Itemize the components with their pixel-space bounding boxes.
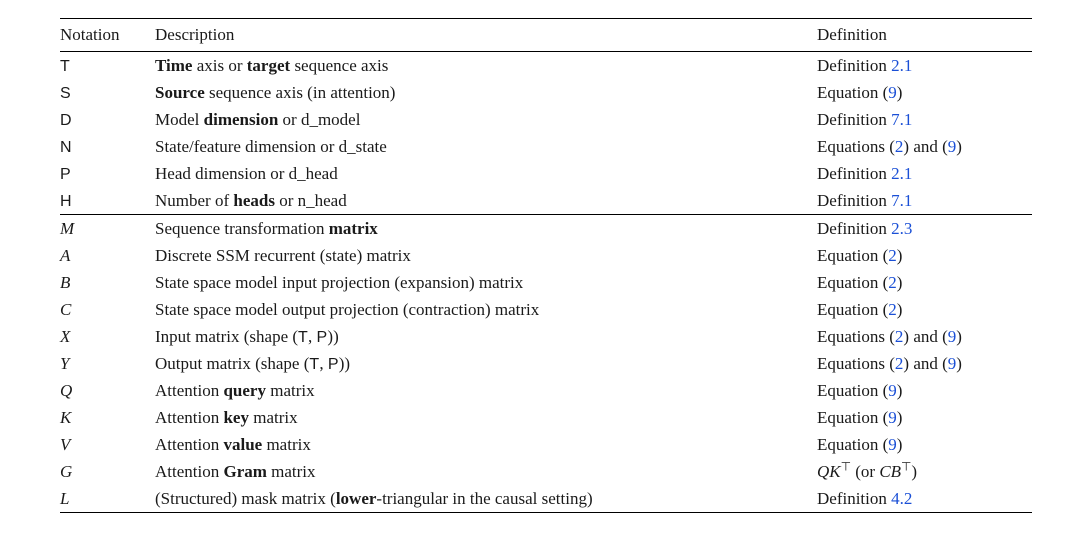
- definition-cell: Equation (2): [817, 296, 1032, 323]
- table-row: L(Structured) mask matrix (lower-triangu…: [60, 485, 1032, 513]
- notation-table: Notation Description Definition TTime ax…: [60, 18, 1032, 513]
- definition-cell: Equation (9): [817, 377, 1032, 404]
- table-row: HNumber of heads or n_headDefinition 7.1: [60, 187, 1032, 215]
- description-cell: Attention query matrix: [155, 377, 817, 404]
- definition-cell: Equations (2) and (9): [817, 350, 1032, 377]
- table-row: XInput matrix (shape (T, P))Equations (2…: [60, 323, 1032, 350]
- definition-cell: Equation (2): [817, 269, 1032, 296]
- header-definition: Definition: [817, 19, 1032, 52]
- notation-cell: P: [60, 160, 155, 187]
- definition-cell: Definition 2.3: [817, 215, 1032, 243]
- table-row: PHead dimension or d_headDefinition 2.1: [60, 160, 1032, 187]
- notation-cell: Q: [60, 377, 155, 404]
- header-description: Description: [155, 19, 817, 52]
- description-cell: State space model input projection (expa…: [155, 269, 817, 296]
- notation-cell: L: [60, 485, 155, 513]
- definition-cell: Equation (9): [817, 79, 1032, 106]
- description-cell: Sequence transformation matrix: [155, 215, 817, 243]
- table-row: NState/feature dimension or d_stateEquat…: [60, 133, 1032, 160]
- description-cell: Head dimension or d_head: [155, 160, 817, 187]
- definition-cell: Definition 2.1: [817, 52, 1032, 80]
- definition-cell: Definition 4.2: [817, 485, 1032, 513]
- notation-cell: N: [60, 133, 155, 160]
- notation-cell: H: [60, 187, 155, 215]
- definition-cell: Equations (2) and (9): [817, 133, 1032, 160]
- description-cell: Number of heads or n_head: [155, 187, 817, 215]
- table-header-row: Notation Description Definition: [60, 19, 1032, 52]
- definition-cell: Equations (2) and (9): [817, 323, 1032, 350]
- notation-cell: G: [60, 458, 155, 485]
- description-cell: State/feature dimension or d_state: [155, 133, 817, 160]
- table-row: YOutput matrix (shape (T, P))Equations (…: [60, 350, 1032, 377]
- table-row: CState space model output projection (co…: [60, 296, 1032, 323]
- notation-cell: M: [60, 215, 155, 243]
- notation-cell: B: [60, 269, 155, 296]
- table-row: DModel dimension or d_modelDefinition 7.…: [60, 106, 1032, 133]
- description-cell: (Structured) mask matrix (lower-triangul…: [155, 485, 817, 513]
- notation-cell: T: [60, 52, 155, 80]
- table-row: VAttention value matrixEquation (9): [60, 431, 1032, 458]
- description-cell: Input matrix (shape (T, P)): [155, 323, 817, 350]
- table-row: TTime axis or target sequence axisDefini…: [60, 52, 1032, 80]
- definition-cell: Equation (9): [817, 404, 1032, 431]
- description-cell: Attention value matrix: [155, 431, 817, 458]
- description-cell: Attention Gram matrix: [155, 458, 817, 485]
- definition-cell: Definition 7.1: [817, 106, 1032, 133]
- table-row: ADiscrete SSM recurrent (state) matrixEq…: [60, 242, 1032, 269]
- definition-cell: Definition 7.1: [817, 187, 1032, 215]
- notation-cell: V: [60, 431, 155, 458]
- notation-cell: S: [60, 79, 155, 106]
- table-row: MSequence transformation matrixDefinitio…: [60, 215, 1032, 243]
- notation-cell: Y: [60, 350, 155, 377]
- definition-cell: Definition 2.1: [817, 160, 1032, 187]
- notation-cell: A: [60, 242, 155, 269]
- description-cell: Output matrix (shape (T, P)): [155, 350, 817, 377]
- definition-cell: QK⊤ (or CB⊤): [817, 458, 1032, 485]
- description-cell: Source sequence axis (in attention): [155, 79, 817, 106]
- definition-cell: Equation (9): [817, 431, 1032, 458]
- notation-cell: K: [60, 404, 155, 431]
- table-row: BState space model input projection (exp…: [60, 269, 1032, 296]
- notation-cell: D: [60, 106, 155, 133]
- header-notation: Notation: [60, 19, 155, 52]
- table-row: QAttention query matrixEquation (9): [60, 377, 1032, 404]
- description-cell: Attention key matrix: [155, 404, 817, 431]
- table-row: KAttention key matrixEquation (9): [60, 404, 1032, 431]
- notation-cell: X: [60, 323, 155, 350]
- description-cell: Time axis or target sequence axis: [155, 52, 817, 80]
- notation-cell: C: [60, 296, 155, 323]
- description-cell: Discrete SSM recurrent (state) matrix: [155, 242, 817, 269]
- table-row: GAttention Gram matrixQK⊤ (or CB⊤): [60, 458, 1032, 485]
- table-row: SSource sequence axis (in attention)Equa…: [60, 79, 1032, 106]
- description-cell: State space model output projection (con…: [155, 296, 817, 323]
- definition-cell: Equation (2): [817, 242, 1032, 269]
- description-cell: Model dimension or d_model: [155, 106, 817, 133]
